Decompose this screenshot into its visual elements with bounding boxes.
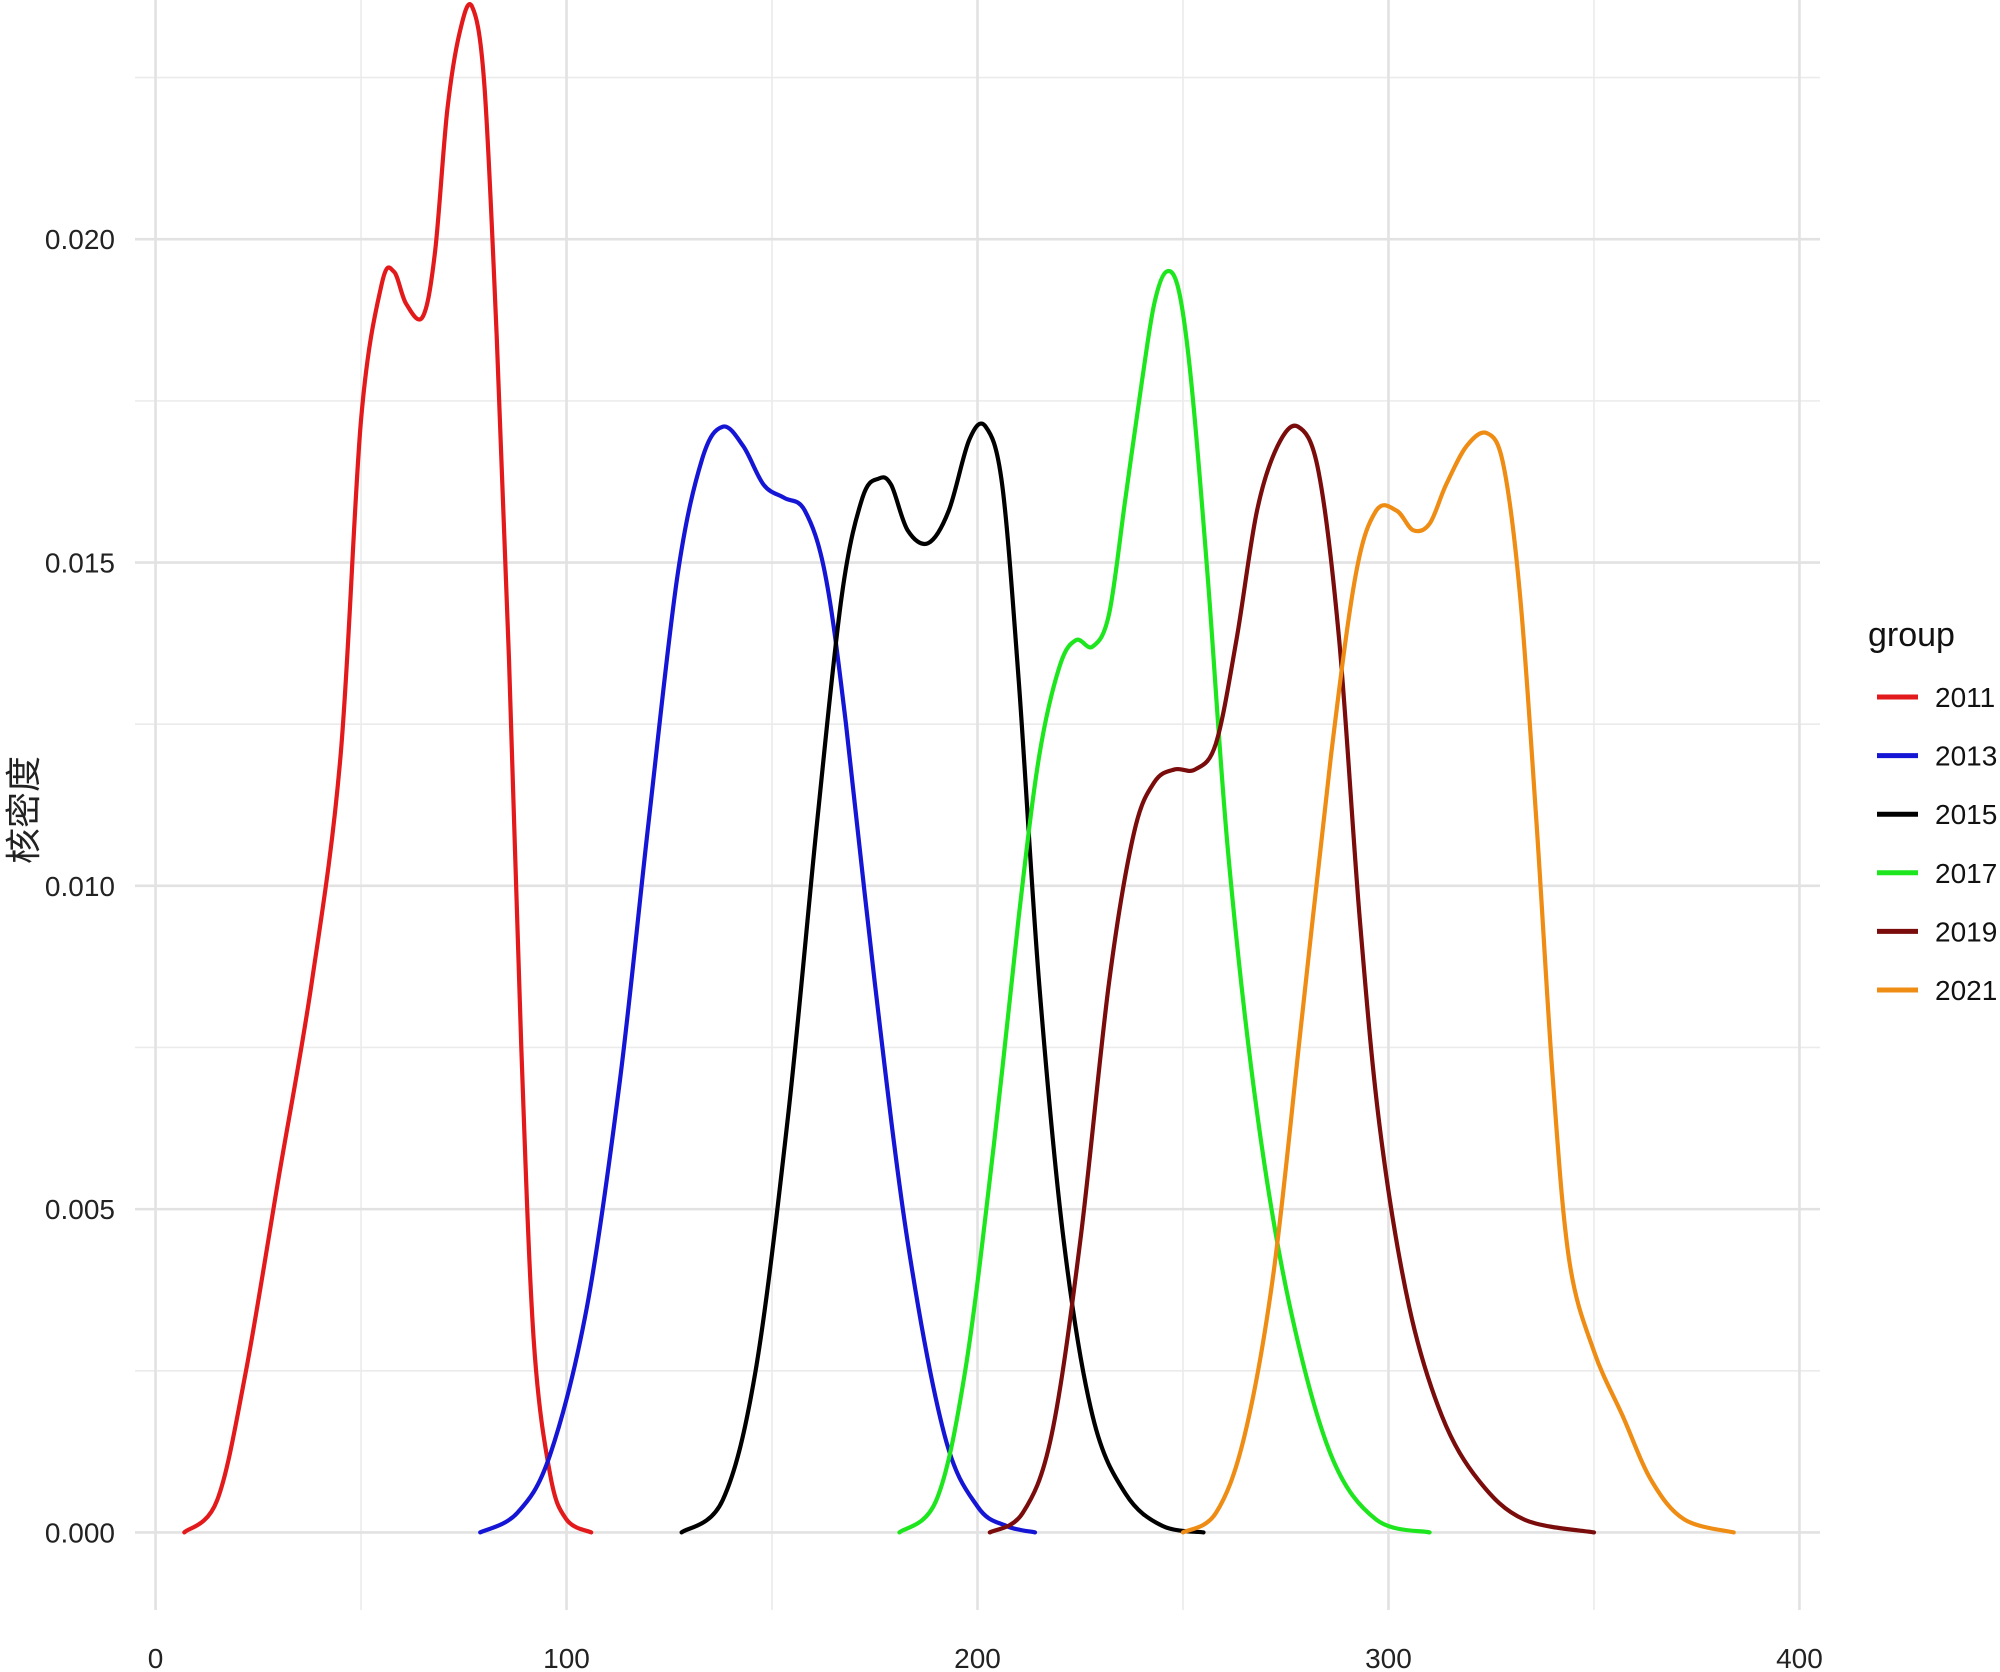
legend-label-2021: 2021 xyxy=(1935,975,1997,1006)
x-axis-tick-labels: 0 100 200 300 400 xyxy=(148,1643,1823,1672)
x-tick-label: 100 xyxy=(543,1643,590,1672)
legend-label-2019: 2019 xyxy=(1935,916,1997,947)
y-axis-tick-labels: 0.000 0.005 0.010 0.015 0.020 xyxy=(45,224,115,1548)
y-tick-label: 0.005 xyxy=(45,1194,115,1225)
legend-items: 2011 2013 2015 2017 2019 2021 xyxy=(1877,682,1997,1006)
legend: group 2011 2013 2015 2017 2019 2021 xyxy=(1868,616,1997,1006)
density-curve-2019 xyxy=(987,423,1597,1535)
legend-label-2017: 2017 xyxy=(1935,858,1997,889)
density-curve-2021 xyxy=(1180,430,1736,1535)
legend-label-2011: 2011 xyxy=(1935,682,1995,713)
density-curve-2015 xyxy=(679,421,1206,1535)
x-tick-label: 200 xyxy=(954,1643,1001,1672)
x-tick-label: 400 xyxy=(1776,1643,1823,1672)
y-tick-label: 0.015 xyxy=(45,548,115,579)
y-tick-label: 0.000 xyxy=(45,1517,115,1548)
legend-label-2013: 2013 xyxy=(1935,741,1997,772)
x-tick-label: 0 xyxy=(148,1643,164,1672)
legend-title: group xyxy=(1868,616,1955,654)
grid-lines xyxy=(135,0,1820,1610)
x-tick-label: 300 xyxy=(1365,1643,1412,1672)
density-curve-2013 xyxy=(478,424,1038,1535)
density-curves xyxy=(182,2,1736,1535)
density-curve-2017 xyxy=(897,268,1432,1535)
y-tick-label: 0.010 xyxy=(45,871,115,902)
density-curve-2011 xyxy=(182,2,594,1535)
legend-label-2015: 2015 xyxy=(1935,799,1997,830)
y-tick-label: 0.020 xyxy=(45,224,115,255)
y-axis-title: 核密度 xyxy=(4,756,45,864)
